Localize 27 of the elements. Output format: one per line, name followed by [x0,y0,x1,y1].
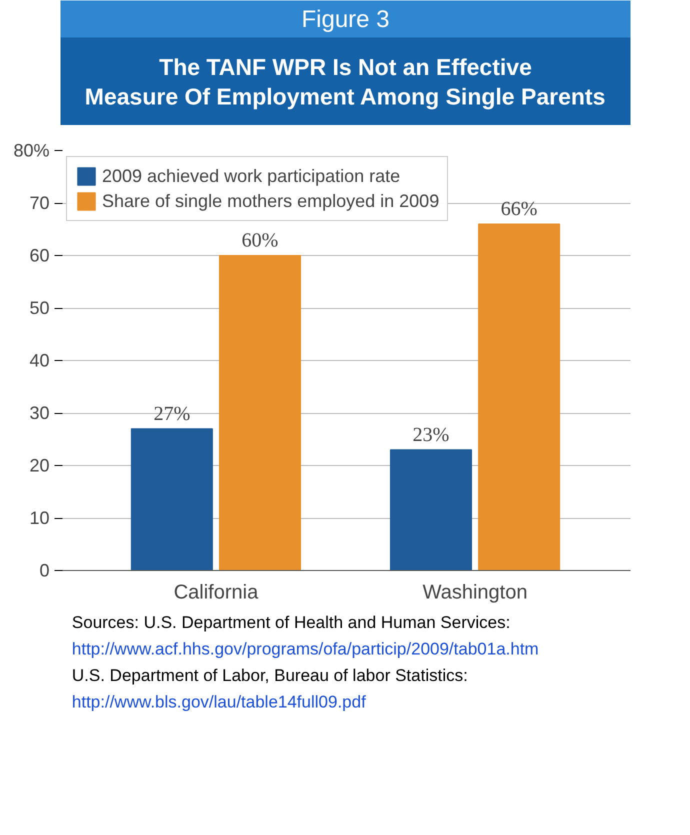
chart-title: Figure 3 [301,6,390,33]
y-tick-label: 80% [13,140,50,160]
source-note: Sources: U.S. Department of Health and Human Services: [72,612,510,632]
y-tick-label: 60 [29,246,50,266]
legend-label: Share of single mothers employed in 2009 [102,190,440,212]
data-label: 66% [500,198,538,220]
bar [130,428,213,570]
bar [390,449,472,570]
y-tick-label: 10 [29,508,50,528]
x-tick-label: California [174,582,260,604]
x-tick-label: Washington [422,582,528,604]
chart-subtitle: The TANF WPR Is Not an Effective Measure Of Employment Among Single Parents [84,54,606,110]
y-tick-label: 20 [29,456,50,476]
y-tick-label: 50 [29,298,50,318]
y-tick-label: 30 [29,403,50,423]
text: http://www.acf.hhs.gov/programs/ofa/particip/2009/tab01a.htm [72,639,539,658]
y-tick-label: 40 [29,350,50,370]
data-label: 60% [242,230,278,252]
text: U.S. Department of Labor, Bureau of labor Statistics: [72,666,468,685]
bar [218,255,302,570]
data-label: 27% [154,402,190,425]
y-tick-label: 70 [29,193,50,213]
data-label: 23% [412,424,450,446]
text: http://www.bls.gov/lau/table14full09.pdf [72,692,366,712]
legend-label: 2009 achieved work participation rate [102,166,400,186]
y-tick-label: 0 [39,560,50,580]
bar [478,224,560,570]
